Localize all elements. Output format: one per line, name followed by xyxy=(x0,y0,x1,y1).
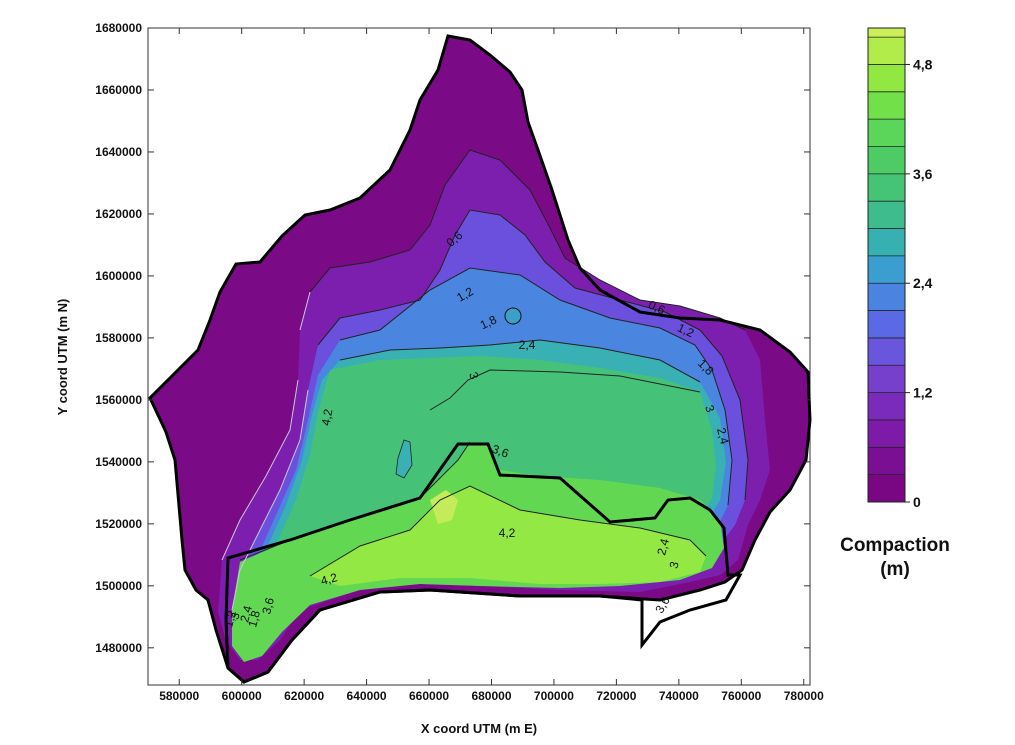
colorbar-band xyxy=(868,310,905,338)
x-axis-title: X coord UTM (m E) xyxy=(421,721,537,736)
region-4.8 xyxy=(430,490,458,524)
y-tick-label: 1520000 xyxy=(95,517,142,531)
colorbar-band xyxy=(868,255,905,284)
island-feature xyxy=(395,439,413,479)
colorbar-label: 3,6 xyxy=(913,166,933,182)
colorbar-label: 0 xyxy=(913,494,921,510)
y-axis: 1480000 1500000 1520000 1540000 1560000 15800… xyxy=(95,21,810,655)
contour-label: 2,4 xyxy=(714,426,732,446)
colorbar-band xyxy=(868,37,905,65)
region-4.2 xyxy=(310,486,706,586)
contour-label: 2,4 xyxy=(237,604,255,624)
colorbar-label: 1,2 xyxy=(913,385,933,401)
contour-label: 1,8 xyxy=(478,312,499,332)
contour-label: 4,2 xyxy=(499,526,516,540)
x-tick-label: 700000 xyxy=(534,689,574,703)
contour-label: 3,6 xyxy=(259,596,277,616)
contour-label: 1,8 xyxy=(245,609,263,629)
subregion-outline xyxy=(224,442,743,684)
colorbar-band xyxy=(868,64,905,92)
colorbar-title-line2: (m) xyxy=(880,559,910,580)
colorbar: 0 1,2 2,4 3,6 4,8 xyxy=(867,27,933,510)
contour-label: 4,2 xyxy=(319,408,336,427)
contour-2.4 xyxy=(339,339,701,383)
colorbar-band xyxy=(868,173,905,202)
y-tick-label: 1540000 xyxy=(95,455,142,469)
contour-lines xyxy=(221,149,749,611)
x-tick-label: 720000 xyxy=(596,689,636,703)
contour-label: 3 xyxy=(702,403,718,414)
x-tick-label: 780000 xyxy=(784,689,824,703)
colorbar-band xyxy=(868,28,905,38)
y-tick-label: 1500000 xyxy=(95,579,142,593)
contour-light-2 xyxy=(231,389,309,611)
contour-label: 1,2 xyxy=(221,609,239,629)
x-tick-label: 580000 xyxy=(159,689,199,703)
y-tick-label: 1620000 xyxy=(95,207,142,221)
colorbar-band xyxy=(868,419,905,448)
x-axis: 580000 600000 620000 640000 660000 680000 7000… xyxy=(159,28,824,703)
contour-label: 0,6 xyxy=(646,298,667,318)
contour-label: 2,4 xyxy=(519,338,536,352)
colorbar-label: 2,4 xyxy=(913,275,933,291)
contour-fill xyxy=(150,36,810,682)
contour-3 xyxy=(429,369,701,411)
colorbar-band xyxy=(868,447,905,475)
colorbar-band xyxy=(868,392,905,420)
contour-label: 1,2 xyxy=(675,321,696,341)
local-max-feature xyxy=(504,307,522,325)
x-tick-label: 620000 xyxy=(284,689,324,703)
contour-label: 3,6 xyxy=(490,442,511,461)
x-tick-label: 600000 xyxy=(222,689,262,703)
contour-labels: 0,61,21,82,433,64,20,61,21,832,44,23,62,… xyxy=(221,228,732,629)
colorbar-band xyxy=(868,365,905,393)
colorbar-title-line1: Compaction xyxy=(840,535,950,556)
colorbar-band xyxy=(868,283,905,311)
x-tick-label: 740000 xyxy=(659,689,699,703)
y-axis-title: Y coord UTM (m N) xyxy=(55,299,70,416)
contour-1.2 xyxy=(317,209,749,501)
contour-label: 3 xyxy=(667,560,682,570)
colorbar-band xyxy=(868,337,905,366)
x-tick-label: 660000 xyxy=(409,689,449,703)
y-tick-label: 1660000 xyxy=(95,83,142,97)
colorbar-band xyxy=(868,146,905,174)
colorbar-band xyxy=(868,474,905,502)
y-tick-label: 1480000 xyxy=(95,641,142,655)
contour-label: 3 xyxy=(466,370,482,381)
contour-0.6 xyxy=(309,149,746,331)
colorbar-band xyxy=(868,228,905,256)
y-tick-label: 1560000 xyxy=(95,393,142,407)
colorbar-band xyxy=(868,91,905,120)
x-tick-label: 680000 xyxy=(471,689,511,703)
contour-1.8 xyxy=(339,267,733,506)
x-tick-label: 760000 xyxy=(721,689,761,703)
y-tick-label: 1600000 xyxy=(95,269,142,283)
contour-label: 2,4 xyxy=(654,537,672,557)
x-tick-label: 640000 xyxy=(347,689,387,703)
y-tick-label: 1640000 xyxy=(95,145,142,159)
contour-light-1 xyxy=(221,291,311,561)
colorbar-label: 4,8 xyxy=(913,56,933,72)
contour-label: 3 xyxy=(228,611,243,621)
y-tick-label: 1580000 xyxy=(95,331,142,345)
contour-label: 4,2 xyxy=(319,570,339,588)
colorbar-band xyxy=(868,201,905,229)
y-tick-label: 1680000 xyxy=(95,21,142,35)
contour-4.2 xyxy=(309,485,707,577)
colorbar-band xyxy=(868,119,905,147)
colorbar-frame xyxy=(867,27,906,503)
